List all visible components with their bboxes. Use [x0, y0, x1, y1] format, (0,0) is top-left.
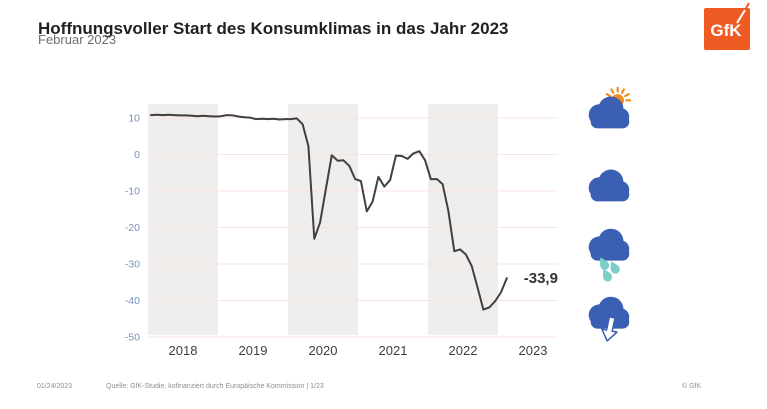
cloud-shape	[588, 169, 630, 202]
gfk-logo: GfK	[704, 2, 750, 50]
x-tick-label: 2021	[379, 343, 408, 358]
partly-sunny-icon	[588, 86, 632, 129]
year-band	[148, 104, 218, 335]
x-tick-label: 2022	[449, 343, 478, 358]
current-value-label: -33,9	[524, 270, 558, 287]
y-tick-label: -20	[125, 222, 140, 234]
footer-date: 01/24/2023	[37, 383, 73, 390]
logo-background	[704, 8, 750, 50]
konsumklima-line	[149, 113, 508, 311]
x-tick-label: 2018	[169, 343, 198, 358]
rainy-icon	[588, 228, 630, 282]
page-title: Hoffnungsvoller Start des Konsumklimas i…	[38, 19, 509, 39]
cloud-shape	[588, 228, 630, 261]
down-arrow	[601, 315, 618, 342]
y-tick-label: -30	[125, 259, 140, 271]
y-tick-label: -50	[125, 332, 140, 344]
year-band	[428, 104, 498, 335]
logo-text: GfK	[710, 21, 742, 40]
x-tick-label: 2020	[309, 343, 338, 358]
cloudy-icon	[588, 169, 630, 202]
cloud-arrow-down-icon	[588, 296, 630, 342]
raindrops	[600, 257, 620, 282]
y-tick-label: -40	[125, 295, 140, 307]
x-tick-label: 2023	[519, 343, 548, 358]
logo-slash-outer	[744, 2, 750, 11]
footer-source: Quelle: GfK-Studie, kofinanziert durch E…	[106, 383, 324, 390]
y-tick-label: 0	[134, 149, 140, 161]
y-tick-label: -10	[125, 186, 140, 198]
year-band	[288, 104, 358, 335]
subtitle-date: Februar 2023	[38, 32, 117, 47]
logo-slash-inner	[736, 9, 746, 24]
y-tick-label: 10	[128, 113, 140, 125]
x-tick-label: 2019	[239, 343, 268, 358]
footer-copyright: © GfK	[682, 383, 702, 390]
cloud-shape	[588, 96, 630, 129]
